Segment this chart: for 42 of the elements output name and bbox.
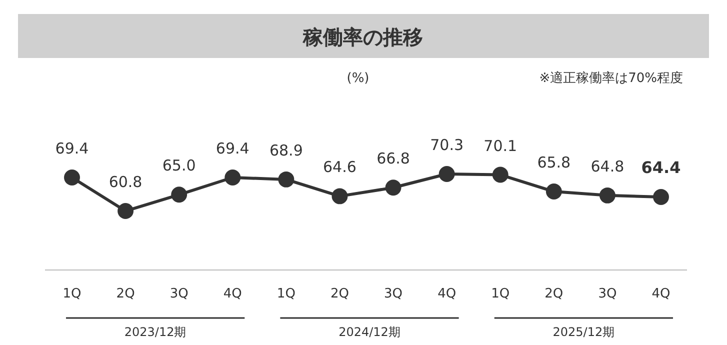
text: (%) xyxy=(346,71,370,86)
text: 2025/12期 xyxy=(552,325,615,339)
data-label: 64.6 xyxy=(323,158,356,176)
text: 2024/12期 xyxy=(338,325,400,339)
point xyxy=(171,186,188,203)
data-label: 66.8 xyxy=(376,150,410,168)
data-label: 60.8 xyxy=(108,173,142,191)
point xyxy=(118,203,134,219)
point xyxy=(224,170,241,186)
data-label: 68.9 xyxy=(269,141,303,160)
text: 2023/12期 xyxy=(124,325,186,339)
text: ※適正稼働率は70%程度 xyxy=(539,70,683,86)
x-tick-label: 4Q xyxy=(438,286,456,302)
point xyxy=(332,188,348,204)
point xyxy=(492,166,508,183)
data-label: 70.3 xyxy=(430,136,464,154)
x-tick-label: 1Q xyxy=(276,286,296,302)
x-tick-label: 1Q xyxy=(491,286,510,302)
x-tick-label: 3Q xyxy=(384,286,403,302)
point xyxy=(385,180,402,196)
data-label: 64.8 xyxy=(590,157,624,176)
data-label: 69.4 xyxy=(216,140,250,158)
x-tick-label: 3Q xyxy=(170,286,188,302)
point xyxy=(599,187,616,204)
data-label: 64.4 xyxy=(641,158,681,177)
data-label: 65.0 xyxy=(162,156,196,175)
point xyxy=(438,166,455,182)
x-tick-label: 1Q xyxy=(62,286,82,302)
x-tick-label: 4Q xyxy=(652,286,670,302)
x-tick-label: 3Q xyxy=(598,286,617,302)
chart-title: 稼働率の推移 xyxy=(302,25,423,49)
x-tick-label: 4Q xyxy=(223,286,242,302)
point xyxy=(546,184,562,200)
data-label: 69.4 xyxy=(55,140,89,158)
x-tick-label: 2Q xyxy=(544,286,564,302)
data-label: 65.8 xyxy=(537,154,571,172)
x-tick-label: 2Q xyxy=(116,286,135,302)
point xyxy=(653,189,669,205)
x-tick-label: 2Q xyxy=(330,286,349,302)
data-label: 70.1 xyxy=(484,136,518,155)
point xyxy=(64,170,80,186)
point xyxy=(278,171,294,188)
